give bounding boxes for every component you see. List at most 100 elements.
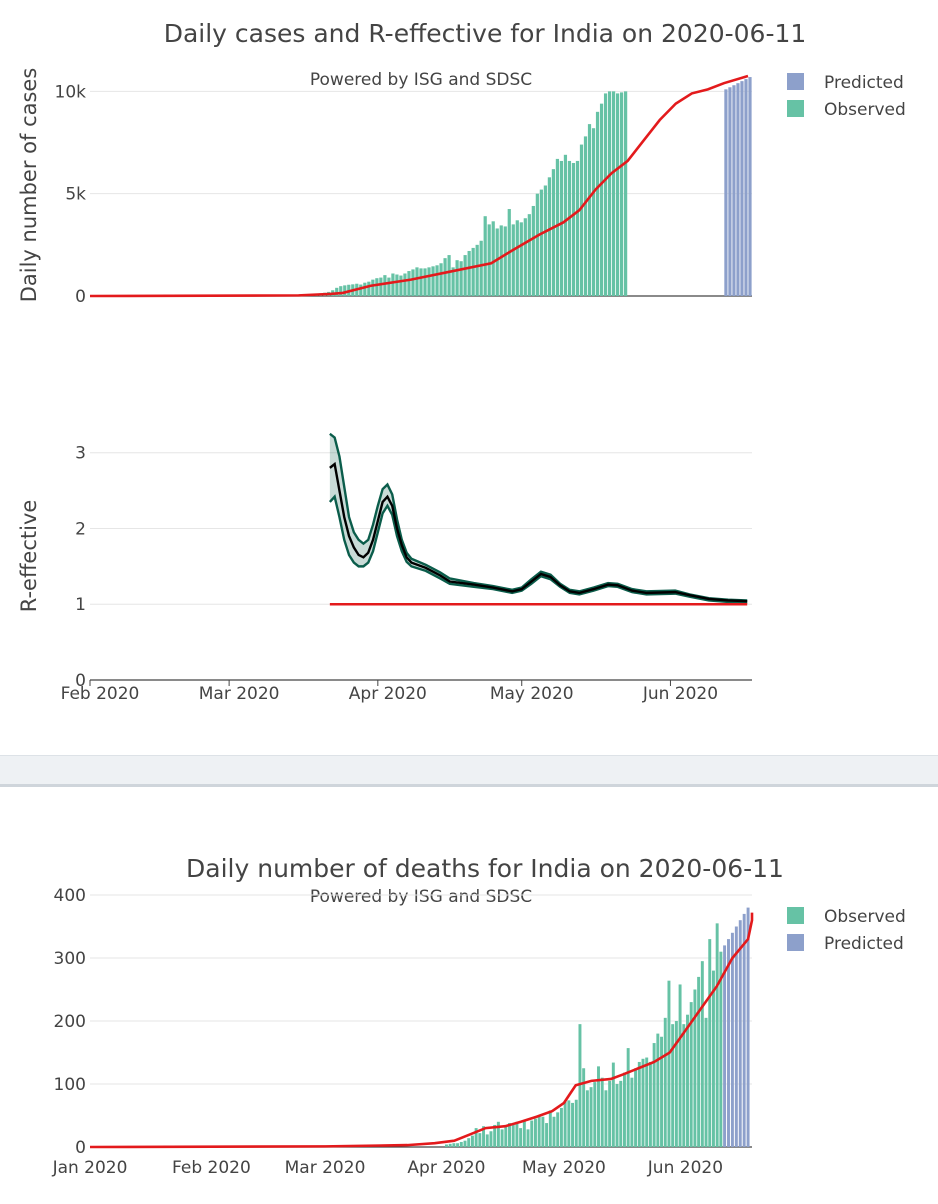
cases-observed-bar: [535, 193, 539, 296]
deaths-x-tick-label: Mar 2020: [285, 1158, 366, 1178]
deaths-observed-bar: [589, 1087, 593, 1147]
deaths-y-tick-label: 100: [54, 1075, 86, 1095]
deaths-observed-bar: [641, 1058, 645, 1147]
deaths-observed-bar: [615, 1084, 619, 1147]
legend-predicted-label[interactable]: Predicted: [824, 73, 904, 93]
deaths-predicted-bar: [730, 932, 734, 1147]
deaths-observed-bar: [585, 1090, 589, 1147]
deaths-fit-line: [89, 912, 754, 1149]
deaths-observed-bar: [682, 1024, 686, 1147]
deaths-observed-bar: [574, 1099, 578, 1147]
deaths-legend-observed-label[interactable]: Observed: [824, 907, 906, 927]
deaths-figure: Daily number of deaths for India on 2020…: [0, 787, 938, 1200]
cases-y-ticks: 0 5k 10k: [55, 82, 87, 307]
deaths-observed-bar: [626, 1048, 630, 1147]
deaths-x-tick-label: Feb 2020: [172, 1158, 251, 1178]
deaths-observed-bar: [496, 1121, 500, 1147]
cases-observed-bar: [387, 277, 391, 296]
deaths-legend[interactable]: Observed Predicted: [787, 907, 906, 954]
deaths-observed-bar: [556, 1112, 560, 1147]
cases-observed-bar: [591, 128, 596, 296]
cases-observed-bar: [447, 255, 451, 296]
legend-observed-label[interactable]: Observed: [824, 100, 906, 120]
cases-observed-bar: [491, 221, 495, 296]
deaths-observed-bar: [678, 984, 682, 1147]
cases-observed-bar: [471, 247, 475, 296]
deaths-observed-bar: [715, 923, 719, 1147]
cases-observed-bar: [443, 258, 447, 296]
legend-predicted-swatch[interactable]: [787, 73, 804, 90]
deaths-observed-bar: [467, 1138, 471, 1147]
r-mean-line: [329, 461, 748, 603]
deaths-y-tick-label: 0: [75, 1138, 86, 1158]
r-y-tick-label: 3: [75, 444, 86, 464]
deaths-observed-bar: [530, 1120, 534, 1147]
deaths-predicted-bar: [738, 920, 742, 1147]
deaths-observed-bar: [645, 1057, 649, 1147]
r-x-tick-label: Jun 2020: [642, 684, 718, 704]
cases-observed-bar: [375, 278, 379, 296]
deaths-observed-bar: [693, 989, 697, 1147]
r-x-tick-label: Feb 2020: [61, 684, 140, 704]
deaths-x-tick-label: Apr 2020: [407, 1158, 485, 1178]
deaths-observed-bar: [582, 1068, 586, 1147]
deaths-observed-bar: [485, 1134, 489, 1147]
cases-observed-bar: [624, 91, 628, 297]
cases-observed-bar: [499, 225, 503, 296]
deaths-observed-bar: [663, 1017, 667, 1147]
cases-bars: [299, 77, 752, 297]
deaths-observed-bar: [515, 1121, 519, 1147]
cases-observed-bar: [523, 218, 527, 296]
deaths-observed-bar: [597, 1066, 600, 1147]
r-y-ticks: 0 1 2 3: [75, 444, 86, 691]
deaths-observed-bar: [608, 1080, 612, 1147]
cases-observed-bar: [620, 92, 624, 296]
r-x-ticks: Feb 2020 Mar 2020 Apr 2020 May 2020 Jun 2020: [61, 680, 718, 704]
r-y-tick-label: 0: [75, 671, 86, 691]
deaths-y-ticks: 0 100 200 300 400: [54, 886, 86, 1158]
cases-observed-bar: [531, 205, 535, 296]
cases-observed-bar: [339, 286, 343, 296]
cases-predicted-bar: [728, 87, 732, 297]
cases-observed-bar: [475, 244, 479, 296]
deaths-observed-bar: [567, 1100, 571, 1147]
cases-observed-bar: [515, 220, 519, 296]
deaths-legend-predicted-label[interactable]: Predicted: [824, 934, 904, 954]
deaths-observed-bar: [478, 1133, 482, 1147]
cases-observed-bar: [335, 287, 339, 296]
cases-observed-bar: [367, 281, 371, 296]
cases-fit-line: [89, 74, 749, 298]
cases-observed-bar: [487, 224, 491, 296]
deaths-observed-bar: [489, 1131, 493, 1147]
deaths-legend-observed-swatch[interactable]: [787, 907, 804, 924]
cases-observed-bar: [611, 91, 616, 297]
r-confidence-band: [328, 432, 748, 604]
deaths-observed-bar: [630, 1077, 634, 1147]
deaths-observed-bar: [648, 1061, 652, 1147]
deaths-svg: Daily number of deaths for India on 2020…: [52, 854, 906, 1178]
cases-legend[interactable]: Predicted Observed: [787, 73, 906, 120]
cases-observed-bar: [607, 91, 612, 297]
deaths-observed-bar: [619, 1080, 623, 1147]
cases-observed-bar: [511, 224, 515, 296]
cases-observed-bar: [391, 273, 395, 296]
cases-observed-bar: [403, 273, 407, 296]
deaths-observed-bar: [600, 1077, 604, 1147]
cases-observed-bar: [455, 260, 459, 296]
deaths-x-tick-label: May 2020: [522, 1158, 606, 1178]
deaths-observed-bar: [652, 1043, 656, 1147]
legend-observed-swatch[interactable]: [787, 100, 804, 117]
deaths-observed-bar: [719, 951, 723, 1147]
deaths-legend-predicted-swatch[interactable]: [787, 934, 804, 951]
cases-observed-bar: [383, 275, 387, 296]
cases-r-svg: Daily cases and R-effective for India on…: [17, 19, 906, 704]
cases-observed-bar: [431, 266, 435, 296]
cases-observed-bar: [395, 274, 399, 296]
r-y-axis-title: R-effective: [17, 500, 41, 613]
deaths-observed-bar: [552, 1116, 556, 1147]
cases-observed-bar: [415, 267, 419, 296]
deaths-observed-bar: [533, 1118, 537, 1147]
cases-observed-bar: [423, 268, 427, 296]
cases-observed-bar: [599, 103, 604, 296]
cases-observed-bar: [503, 226, 507, 296]
